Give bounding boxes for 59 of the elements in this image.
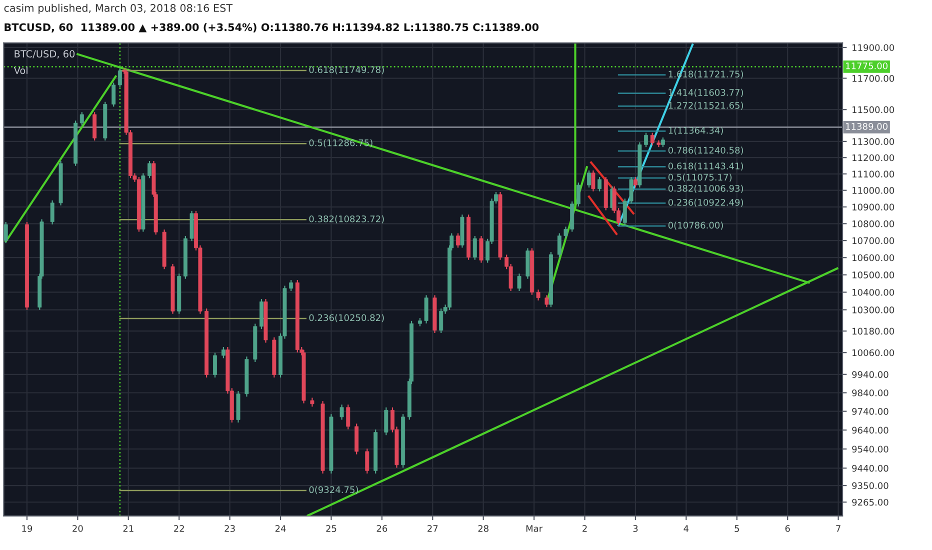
y-tick-label: 9350.00 (852, 482, 888, 490)
annotation: 0.786(11240.58) (668, 146, 744, 155)
x-tick-label: 24 (275, 525, 286, 532)
y-tick-label: 9740.00 (852, 408, 888, 415)
ref-line-label: 11389.00 (846, 122, 888, 130)
y-tick-label: 10600.00 (852, 254, 894, 262)
y-tick-label: 9940.00 (852, 371, 888, 378)
y-tick-label: 10300.00 (852, 306, 894, 314)
chart-title: casim published, March 03, 2018 08:16 EST (4, 4, 233, 14)
y-tick-label: 10700.00 (852, 237, 894, 244)
x-tick-label: 28 (478, 525, 488, 532)
y-tick-label: 9440.00 (852, 464, 888, 472)
y-tick-label: 9640.00 (852, 426, 888, 434)
y-tick-label: 11100.00 (852, 170, 894, 178)
x-tick-label: 5 (734, 525, 739, 532)
annotation: Vol (14, 66, 28, 74)
annotation: 1(11364.34) (668, 126, 723, 135)
x-tick-label: 22 (174, 525, 184, 532)
y-tick-label: 9540.00 (852, 446, 888, 453)
x-tick-label: 21 (123, 525, 134, 532)
y-tick-label: 11300.00 (852, 138, 894, 146)
x-tick-label: 7 (836, 525, 840, 532)
annotation: 0(10786.00) (668, 222, 723, 230)
y-tick-label: 11200.00 (852, 154, 894, 162)
annotation: BTC/USD, 60 (14, 50, 75, 59)
y-tick-label: 10500.00 (852, 272, 894, 278)
x-tick-label: 3 (633, 525, 638, 532)
y-tick-label: 11900.00 (852, 44, 894, 52)
chart-subtitle: BTCUSD, 60 11389.00 ▲ +389.00 (+3.54%) O:11380.76 H:11394.82 L:11380.75 C:11389.00 (4, 23, 539, 32)
annotation: 0.5(11075.17) (668, 174, 732, 182)
y-tick-label: 11000.00 (852, 187, 894, 194)
annotation: 0.382(11006.93) (668, 184, 744, 193)
annotation: 0.236(10922.49) (668, 198, 744, 207)
x-tick-label: 23 (224, 525, 235, 532)
x-tick-label: 6 (785, 525, 790, 532)
annotation: 0.382(10823.72) (309, 215, 384, 224)
x-tick-label: 2 (582, 525, 587, 532)
y-tick-label: 9265.00 (852, 498, 888, 506)
y-tick-label: 11700.00 (852, 74, 894, 82)
y-tick-label: 10400.00 (852, 288, 894, 296)
x-tick-label: 19 (22, 525, 32, 532)
y-tick-label: 10180.00 (852, 328, 894, 335)
x-tick-label: 20 (72, 525, 83, 532)
y-tick-label: 10060.00 (852, 349, 894, 356)
y-tick-label: 10800.00 (852, 220, 894, 228)
x-tick-label: 4 (684, 525, 689, 532)
ref-line-label: 11775.00 (846, 62, 888, 70)
y-tick-label: 10900.00 (852, 204, 894, 210)
x-tick-label: 26 (376, 525, 388, 532)
annotation: 1.272(11521.65) (668, 102, 744, 110)
annotation: 0.618(11143.41) (668, 162, 744, 170)
annotation: 0(9324.75) (309, 486, 358, 494)
annotation: 0.618(11749.78) (309, 66, 384, 74)
x-tick-label: 25 (326, 525, 336, 532)
x-tick-label: Mar (526, 525, 543, 532)
y-tick-label: 11500.00 (852, 106, 894, 114)
x-tick-label: 27 (428, 525, 438, 532)
annotation: 0.236(10250.82) (309, 314, 384, 322)
y-tick-label: 9840.00 (852, 389, 888, 396)
